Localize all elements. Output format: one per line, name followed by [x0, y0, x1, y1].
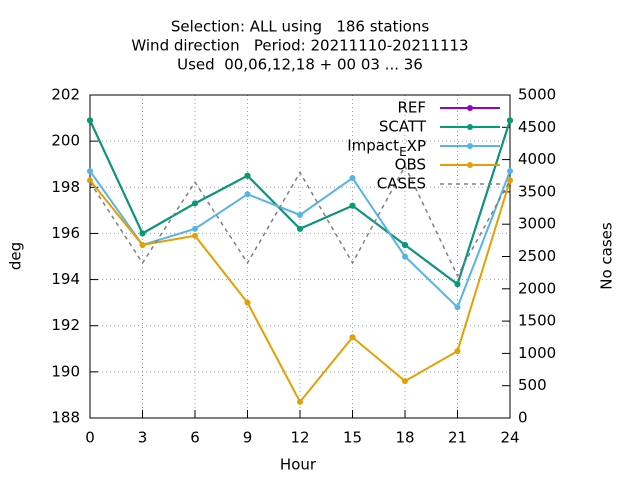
x-tick-label: 0: [85, 429, 95, 447]
data-point: [507, 117, 513, 124]
legend-marker: [467, 105, 473, 111]
x-tick-label: 15: [343, 429, 362, 447]
x-tick-label: 18: [395, 429, 414, 447]
y2-tick-label: 5000: [518, 86, 556, 104]
data-point: [349, 334, 356, 341]
x-tick-label: 3: [138, 429, 148, 447]
y2-tick-label: 4500: [518, 118, 556, 136]
y2-tick-label: 2500: [518, 247, 556, 265]
legend-label: REF: [397, 99, 426, 117]
y2-tick-label: 1000: [518, 344, 556, 362]
y2-tick-label: 2000: [518, 279, 556, 297]
data-point: [454, 281, 461, 288]
data-point: [297, 398, 303, 405]
data-point: [192, 232, 198, 239]
data-point: [349, 175, 356, 182]
chart-title: Wind direction Period: 20211110-20211113: [131, 37, 468, 55]
data-point: [507, 168, 513, 175]
x-tick-label: 12: [290, 429, 309, 447]
data-point: [454, 348, 461, 355]
x-axis-label: Hour: [280, 456, 317, 474]
y-tick-label: 194: [51, 270, 80, 288]
y2-tick-label: 1500: [518, 312, 556, 330]
series-line: [89, 164, 511, 278]
chart-title: Used 00,06,12,18 + 00 03 ... 36: [177, 56, 423, 74]
y-axis-label: deg: [7, 242, 25, 270]
y2-tick-label: 3500: [518, 182, 556, 200]
data-point: [402, 378, 408, 385]
legend-marker: [467, 124, 473, 130]
y-tick-label: 202: [51, 86, 80, 104]
data-point: [87, 168, 93, 175]
y-tick-label: 192: [51, 316, 80, 334]
y-tick-label: 200: [51, 132, 80, 150]
y-tick-label: 198: [51, 178, 80, 196]
data-point: [192, 225, 198, 232]
data-point: [454, 304, 461, 311]
data-point: [244, 299, 251, 306]
x-tick-label: 24: [500, 429, 519, 447]
data-point: [297, 211, 303, 218]
plot-frame: [89, 94, 511, 419]
data-point: [139, 241, 146, 248]
data-point: [402, 253, 408, 260]
legend-label: OBS: [395, 156, 426, 174]
data-point: [244, 172, 251, 179]
data-point: [139, 230, 146, 237]
y2-tick-label: 0: [518, 409, 528, 427]
data-point: [507, 177, 513, 184]
legend-label: SCATT: [379, 118, 427, 136]
chart-title: Selection: ALL using 186 stations: [171, 18, 430, 36]
x-tick-label: 6: [190, 429, 200, 447]
x-tick-label: 21: [448, 429, 467, 447]
y2-tick-label: 3000: [518, 215, 556, 233]
data-point: [87, 117, 93, 124]
legend-marker: [467, 162, 473, 168]
data-point: [87, 177, 93, 184]
y2-axis-label: No cases: [598, 222, 616, 290]
data-point: [244, 191, 251, 198]
y-tick-label: 190: [51, 362, 80, 380]
legend-label: ImpactEXP: [347, 137, 426, 159]
data-point: [349, 202, 356, 209]
y2-tick-label: 500: [518, 376, 547, 394]
data-point: [297, 225, 303, 232]
y-tick-label: 188: [51, 409, 80, 427]
legend-label: CASES: [377, 175, 426, 193]
legend-marker: [467, 143, 473, 149]
y-tick-label: 196: [51, 224, 80, 242]
data-point: [192, 200, 198, 207]
x-tick-label: 9: [243, 429, 253, 447]
data-point: [402, 241, 408, 248]
y2-tick-label: 4000: [518, 150, 556, 168]
